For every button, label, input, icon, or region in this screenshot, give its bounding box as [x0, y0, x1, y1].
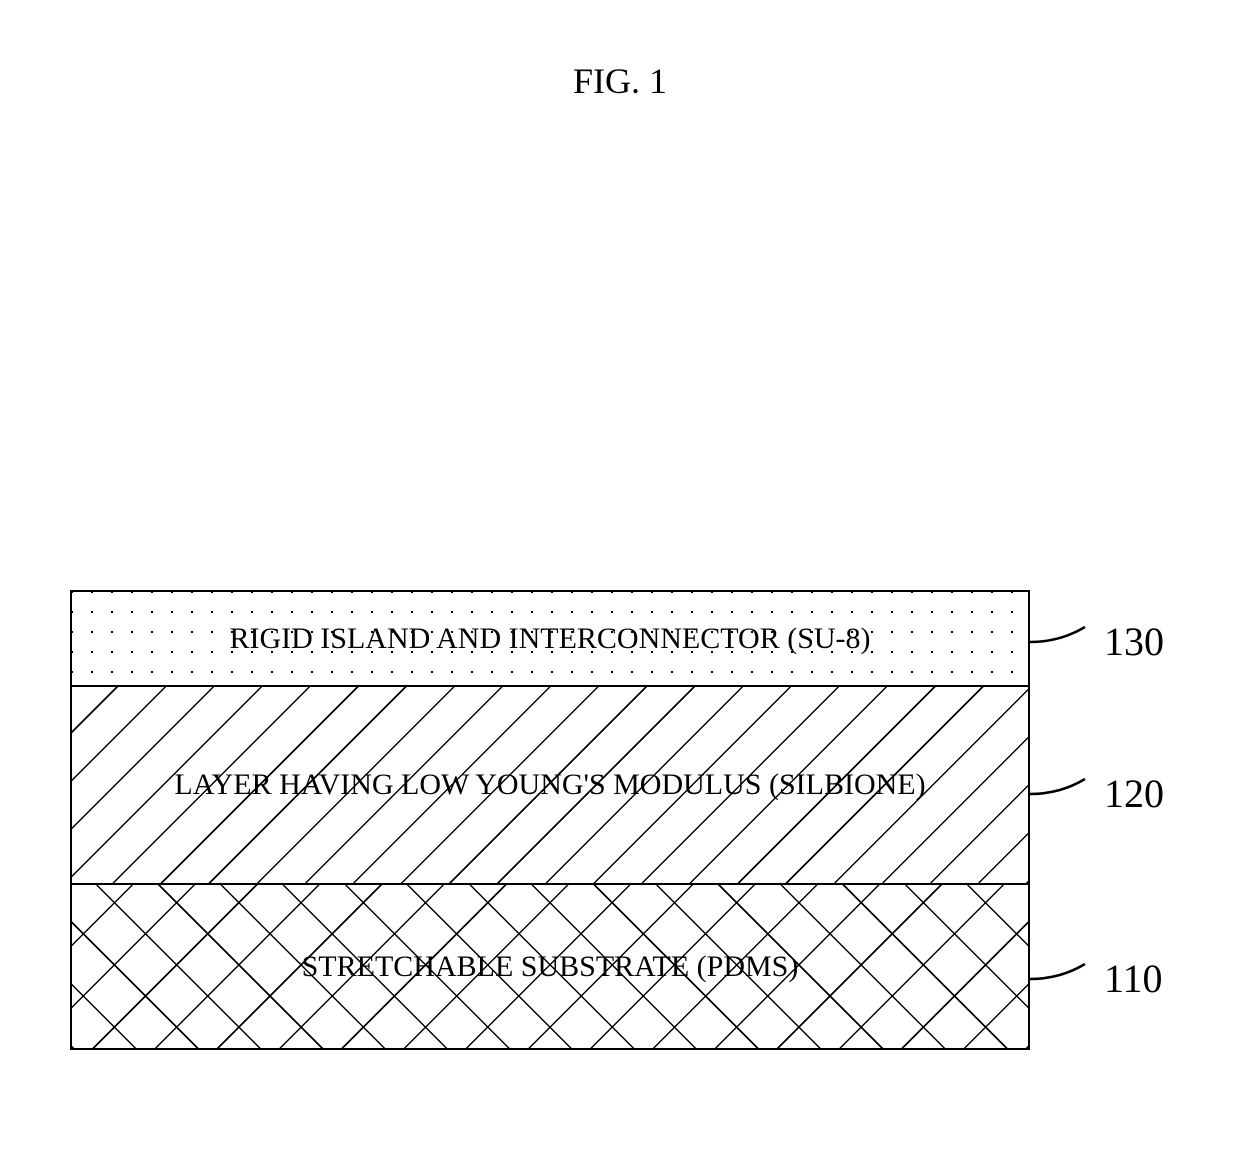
layer-130: RIGID ISLAND AND INTERCONNECTOR (SU-8) — [70, 590, 1030, 685]
figure-title: FIG. 1 — [573, 60, 667, 102]
ref-110: 110 — [1104, 955, 1163, 1002]
layer-110-label: STRETCHABLE SUBSTRATE (PDMS) — [302, 950, 799, 984]
layer-stack-diagram: RIGID ISLAND AND INTERCONNECTOR (SU-8) L… — [70, 590, 1030, 1050]
ref-120: 120 — [1104, 770, 1164, 817]
layer-130-label: RIGID ISLAND AND INTERCONNECTOR (SU-8) — [229, 622, 870, 656]
callout-130: 130 — [1030, 618, 1164, 665]
callout-110: 110 — [1030, 955, 1163, 1002]
leader-line-icon — [1030, 622, 1100, 662]
callout-120: 120 — [1030, 770, 1164, 817]
leader-line-icon — [1030, 959, 1100, 999]
layer-110: STRETCHABLE SUBSTRATE (PDMS) — [70, 885, 1030, 1050]
ref-130: 130 — [1104, 618, 1164, 665]
layer-120-label: LAYER HAVING LOW YOUNG'S MODULUS (SILBIO… — [174, 768, 925, 802]
layer-120: LAYER HAVING LOW YOUNG'S MODULUS (SILBIO… — [70, 685, 1030, 885]
leader-line-icon — [1030, 774, 1100, 814]
